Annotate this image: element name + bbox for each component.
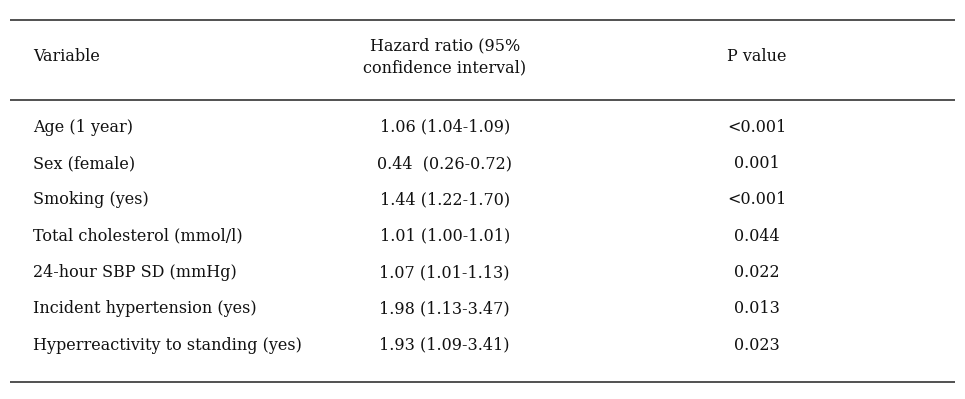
- Text: 1.98 (1.13-3.47): 1.98 (1.13-3.47): [379, 300, 510, 318]
- Text: 1.01 (1.00-1.01): 1.01 (1.00-1.01): [379, 228, 510, 245]
- Text: 24-hour SBP SD (mmHg): 24-hour SBP SD (mmHg): [33, 264, 237, 281]
- Text: Smoking (yes): Smoking (yes): [33, 192, 149, 208]
- Text: Sex (female): Sex (female): [33, 155, 135, 172]
- Text: P value: P value: [727, 48, 786, 65]
- Text: 0.44  (0.26-0.72): 0.44 (0.26-0.72): [377, 155, 512, 172]
- Text: 0.023: 0.023: [733, 337, 780, 354]
- Text: Total cholesterol (mmol/l): Total cholesterol (mmol/l): [33, 228, 243, 245]
- Text: 0.022: 0.022: [734, 264, 780, 281]
- Text: 1.93 (1.09-3.41): 1.93 (1.09-3.41): [379, 337, 510, 354]
- Text: 1.07 (1.01-1.13): 1.07 (1.01-1.13): [379, 264, 510, 281]
- Text: 1.06 (1.04-1.09): 1.06 (1.04-1.09): [379, 119, 510, 136]
- Text: Hyperreactivity to standing (yes): Hyperreactivity to standing (yes): [33, 337, 302, 354]
- Text: Variable: Variable: [33, 48, 100, 65]
- Text: Incident hypertension (yes): Incident hypertension (yes): [33, 300, 257, 318]
- Text: <0.001: <0.001: [728, 119, 786, 136]
- Text: Age (1 year): Age (1 year): [33, 119, 133, 136]
- Text: 0.013: 0.013: [733, 300, 780, 318]
- Text: 0.044: 0.044: [734, 228, 780, 245]
- Text: 0.001: 0.001: [733, 155, 780, 172]
- Text: <0.001: <0.001: [728, 192, 786, 208]
- Text: Hazard ratio (95%
confidence interval): Hazard ratio (95% confidence interval): [363, 37, 526, 76]
- Text: 1.44 (1.22-1.70): 1.44 (1.22-1.70): [379, 192, 510, 208]
